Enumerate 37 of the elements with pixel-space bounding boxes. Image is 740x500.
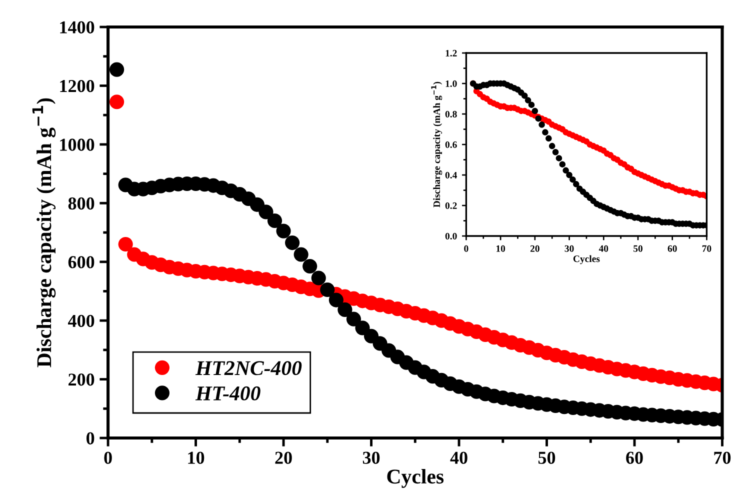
y-tick-label: 0.4 [445,172,457,179]
x-tick-label: 50 [538,452,556,464]
y-tick-label: 200 [68,374,94,386]
x-tick-label: 10 [496,245,506,252]
y-tick-label: 1000 [60,138,94,151]
y-tick-label: 0 [86,432,94,444]
y-tick-label: 1200 [60,80,94,92]
y-tick-label: 1400 [60,21,94,34]
y-tick-label: 400 [68,314,94,328]
x-tick-label: 40 [450,452,468,464]
legend-label: HT-400 [195,386,260,400]
y-tick-label: 0.0 [445,232,457,240]
legend-label: HT2NC-400 [195,361,302,376]
y-axis-title: Discharge capacity (mAh g$^{−1}$) [32,98,56,368]
x-tick-label: 60 [626,452,643,464]
x-tick-label: 60 [668,245,677,252]
y-tick-label: 0.2 [445,202,457,210]
x-axis-title: Cycles [573,255,600,264]
x-axis-title: Cycles [387,468,444,488]
y-tick-label: 0.6 [445,141,457,148]
x-tick-label: 0 [464,245,468,252]
x-tick-label: 70 [714,452,731,464]
x-tick-label: 20 [275,452,292,464]
y-tick-label: 0.8 [445,110,457,118]
x-tick-label: 10 [188,452,204,464]
y-tick-label: 600 [68,256,94,268]
x-tick-label: 70 [702,245,712,252]
y-axis-title: Discharge capacity (mAh g$^{−1}$) [431,82,442,208]
x-tick-label: 40 [598,245,608,252]
x-tick-label: 50 [634,245,642,252]
y-tick-label: 800 [68,197,94,210]
y-tick-label: 1.2 [446,50,457,57]
x-tick-label: 0 [104,452,112,464]
x-tick-label: 30 [564,245,574,252]
x-tick-label: 20 [530,245,540,252]
y-tick-label: 1.0 [446,80,457,88]
x-tick-label: 30 [362,452,380,464]
